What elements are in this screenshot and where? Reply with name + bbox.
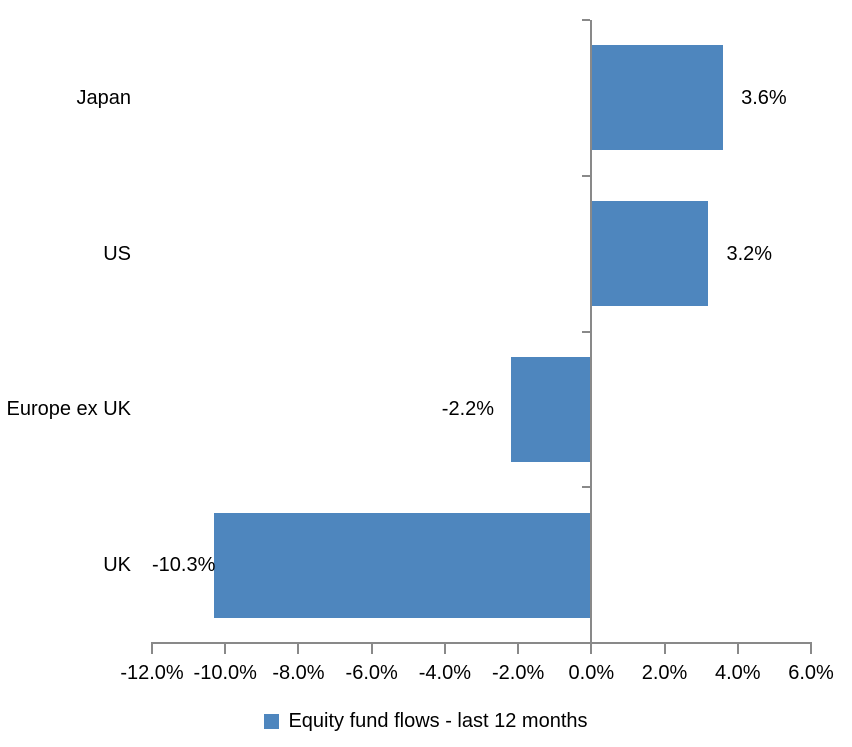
x-axis-tick — [297, 642, 300, 654]
bar — [591, 45, 724, 151]
y-axis-tick — [582, 19, 591, 21]
x-tick-label: -2.0% — [491, 662, 545, 684]
legend-marker-icon — [264, 713, 280, 729]
x-axis-tick — [224, 642, 227, 654]
x-tick-label: 0.0% — [568, 662, 615, 684]
x-tick-label: -10.0% — [193, 662, 257, 684]
x-axis-line — [152, 642, 812, 644]
y-axis-tick — [582, 330, 591, 333]
x-axis-tick — [663, 642, 666, 654]
bar — [591, 201, 709, 307]
legend-label: Equity fund flows - last 12 months — [288, 709, 588, 732]
x-axis-tick — [810, 642, 812, 654]
x-tick-label: 4.0% — [714, 662, 761, 684]
x-tick-label: 2.0% — [641, 662, 688, 684]
x-tick-label: -8.0% — [272, 662, 325, 684]
x-tick-label: -12.0% — [120, 662, 184, 684]
category-label: Europe ex UK — [6, 398, 131, 421]
x-tick-label: -6.0% — [345, 662, 398, 684]
x-axis-tick — [517, 642, 520, 654]
bar — [510, 356, 592, 462]
y-axis-line — [590, 20, 593, 643]
category-label: UK — [103, 554, 131, 577]
x-axis-tick — [443, 642, 446, 654]
bar-value-label: -10.3% — [152, 554, 216, 577]
x-tick-label: -4.0% — [418, 662, 471, 684]
legend: Equity fund flows - last 12 months — [0, 707, 852, 735]
category-label: Japan — [76, 86, 132, 109]
category-label: US — [103, 242, 131, 265]
bar-value-label: 3.2% — [726, 242, 773, 265]
x-axis-tick — [370, 642, 373, 654]
bar-value-label: -2.2% — [441, 398, 495, 421]
x-tick-label: 6.0% — [788, 662, 834, 684]
y-axis-tick — [582, 486, 591, 489]
y-axis-tick — [582, 174, 591, 177]
x-axis-tick — [736, 642, 739, 654]
bar — [214, 512, 592, 618]
x-axis-tick — [590, 642, 593, 654]
bar-value-label: 3.6% — [741, 86, 787, 109]
x-axis-tick — [151, 642, 153, 654]
